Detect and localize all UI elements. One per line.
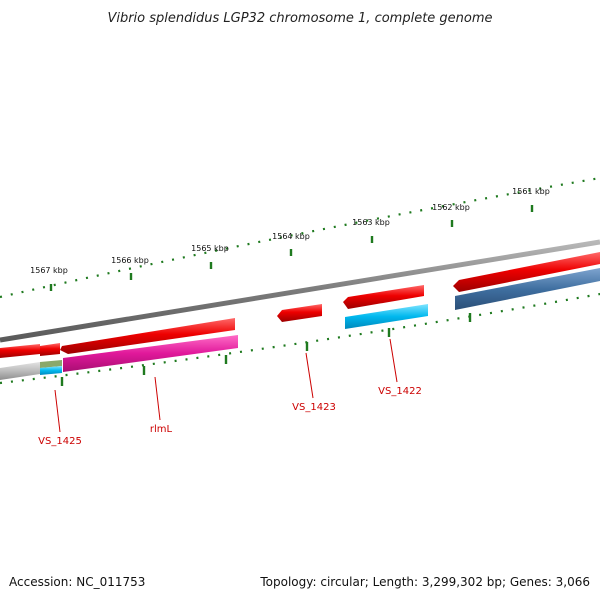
gene-label-vs1423[interactable]: VS_1423 (292, 402, 336, 413)
gene-arrow[interactable] (277, 304, 322, 322)
tick-label: 1563 kbp (352, 218, 390, 227)
gene-arrow[interactable] (455, 268, 600, 310)
gene-label-vs1425[interactable]: VS_1425 (38, 436, 82, 447)
gene-arrow[interactable] (40, 343, 60, 356)
genome-backbone (0, 239, 600, 343)
gene-arrow[interactable] (60, 318, 235, 354)
gene-arrow[interactable] (0, 362, 40, 380)
gene-arrow[interactable] (0, 344, 40, 358)
gene-arrow[interactable] (343, 285, 424, 309)
gene-leader-lines (54, 338, 398, 433)
leader-line (389, 338, 398, 383)
gene-arrow[interactable] (40, 360, 62, 368)
gene-arrow[interactable] (345, 304, 428, 329)
leader-line (154, 376, 161, 421)
tick-label: 1561 kbp (512, 187, 550, 196)
gene-arrow[interactable] (453, 252, 600, 292)
leader-line (54, 389, 61, 433)
forward-strand-genes (0, 252, 600, 358)
leader-line (305, 352, 314, 399)
tick-label: 1566 kbp (111, 256, 149, 265)
tick-label: 1565 kbp (191, 244, 229, 253)
gene-label-rlml[interactable]: rlmL (150, 424, 173, 435)
inner-major-ticks (60, 313, 472, 386)
outer-major-ticks (49, 205, 534, 291)
topology-summary: Topology: circular; Length: 3,299,302 bp… (259, 575, 590, 589)
accession-text: Accession: NC_011753 (9, 575, 145, 589)
gene-arrow-rlmL[interactable] (63, 335, 238, 372)
tick-label: 1562 kbp (432, 203, 470, 212)
tick-label: 1564 kbp (272, 232, 310, 241)
gene-label-vs1422[interactable]: VS_1422 (378, 386, 422, 397)
tick-label: 1567 kbp (30, 266, 68, 275)
reverse-strand-genes (0, 268, 600, 380)
map-title: Vibrio splendidus LGP32 chromosome 1, co… (107, 11, 492, 26)
gene-arrow[interactable] (40, 366, 62, 375)
